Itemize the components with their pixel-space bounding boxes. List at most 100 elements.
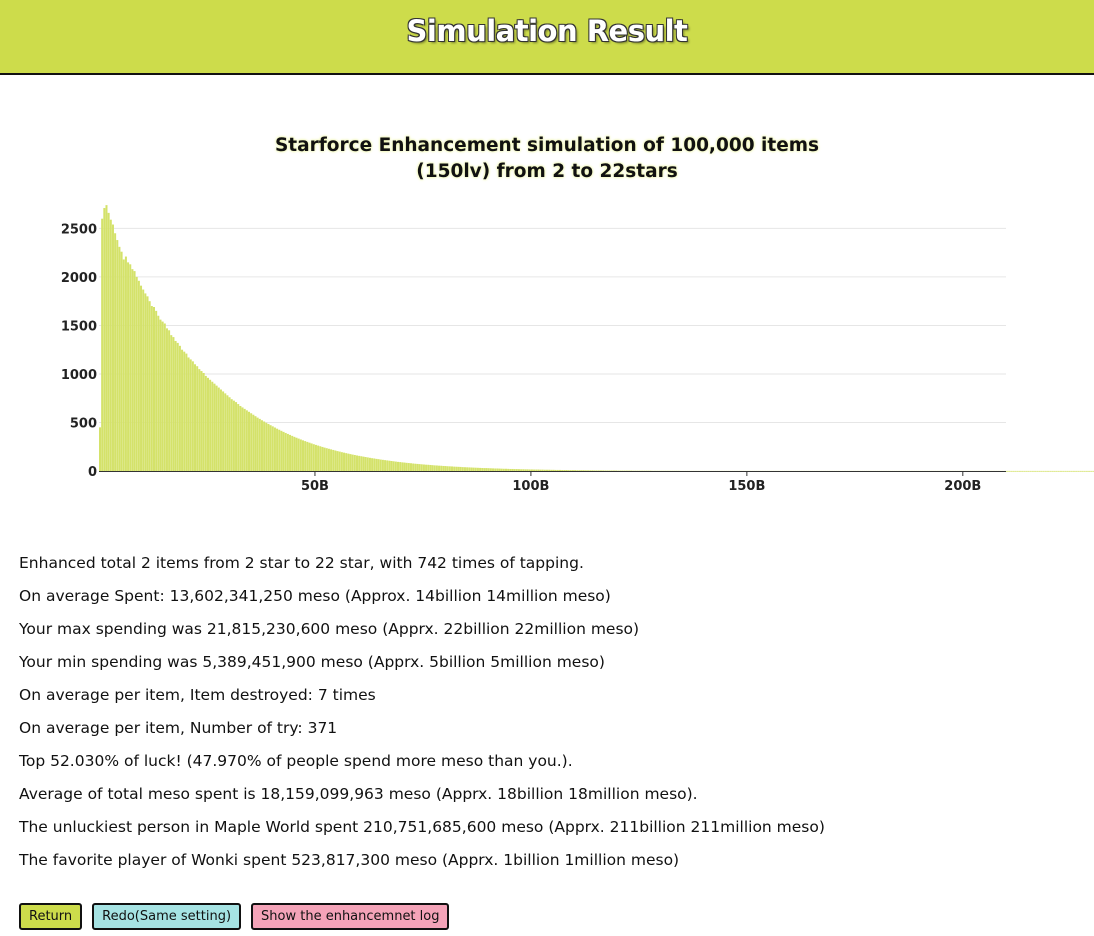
histogram-bar: [111, 224, 114, 471]
histogram-bar: [507, 468, 510, 471]
histogram-bar: [269, 425, 272, 471]
redo-button[interactable]: Redo(Same setting): [92, 903, 242, 930]
histogram-bar: [189, 359, 192, 471]
histogram-bar: [476, 467, 479, 471]
histogram-bar: [1083, 470, 1086, 472]
histogram-bar: [295, 437, 298, 471]
histogram-bar: [463, 467, 466, 471]
histogram-bar: [349, 454, 352, 471]
histogram-bar: [291, 435, 294, 471]
histogram-bar: [1085, 470, 1088, 472]
histogram-bar: [1044, 470, 1047, 472]
histogram-bar: [245, 410, 248, 471]
histogram-bar: [239, 405, 242, 471]
histogram-bar: [1055, 470, 1058, 472]
histogram-bar: [472, 467, 475, 471]
histogram-bar: [265, 422, 268, 471]
histogram-bar: [438, 465, 441, 471]
histogram-bar: [565, 470, 568, 471]
histogram-bar: [498, 468, 501, 471]
histogram-bar: [122, 259, 125, 471]
chart-title: Starforce Enhancement simulation of 100,…: [0, 133, 1094, 185]
histogram-bar: [284, 432, 287, 471]
histogram-bar: [1025, 470, 1028, 472]
histogram-bar: [243, 408, 246, 471]
histogram-bar: [608, 470, 611, 472]
histogram-bar: [152, 307, 155, 471]
x-tick-label: 200B: [944, 479, 981, 494]
histogram-bar: [1070, 470, 1073, 472]
stat-items-destroyed: On average per item, Item destroyed: 7 t…: [19, 686, 376, 704]
histogram-bar: [558, 469, 561, 471]
stat-favorite-player: The favorite player of Wonki spent 523,8…: [19, 851, 680, 869]
histogram-bar: [1006, 470, 1009, 472]
histogram-bar: [580, 470, 583, 472]
histogram-bar: [317, 445, 320, 471]
histogram-bar: [574, 470, 577, 471]
histogram-bar: [554, 469, 557, 471]
return-button[interactable]: Return: [19, 903, 83, 930]
histogram-bar: [142, 289, 145, 471]
histogram-bar: [418, 464, 421, 471]
histogram-bar: [293, 436, 296, 471]
histogram-bars: [99, 205, 1094, 472]
histogram-bar: [403, 462, 406, 471]
y-tick-label: 0: [88, 465, 97, 480]
histogram-bar: [407, 463, 410, 471]
histogram-bar: [468, 467, 471, 471]
histogram-bar: [101, 218, 104, 471]
histogram-bar: [263, 421, 266, 471]
histogram-bar: [1064, 470, 1067, 472]
histogram-bar: [1038, 470, 1041, 472]
histogram-bar: [444, 466, 447, 471]
histogram-bar: [440, 465, 443, 471]
histogram-bar: [589, 470, 592, 472]
histogram-bar: [222, 391, 225, 471]
y-tick-label: 1500: [61, 319, 97, 334]
histogram-bar: [1012, 470, 1015, 472]
histogram-bar: [1018, 470, 1021, 472]
histogram-bar: [1014, 470, 1017, 472]
histogram-bar: [237, 404, 240, 471]
histogram-bar: [466, 467, 469, 471]
show-log-button[interactable]: Show the enhancemnet log: [251, 903, 450, 930]
histogram-bar: [353, 454, 356, 471]
histogram-bar: [267, 423, 270, 471]
histogram-bar: [256, 417, 259, 471]
histogram-bar: [107, 212, 110, 472]
histogram-bar: [304, 441, 307, 471]
histogram-bar: [325, 448, 328, 471]
histogram-bar: [528, 469, 531, 471]
histogram-bar: [299, 439, 302, 471]
histogram-bar: [327, 448, 330, 471]
histogram-bar: [204, 375, 207, 471]
histogram-bar: [211, 381, 214, 471]
histogram-bar: [301, 440, 305, 471]
histogram-bar: [377, 459, 380, 471]
action-buttons: Return Redo(Same setting) Show the enhan…: [19, 903, 450, 930]
histogram-bar: [552, 469, 555, 471]
histogram-bar: [401, 462, 404, 471]
histogram-bar: [1090, 470, 1093, 472]
histogram-bar: [550, 469, 553, 471]
chart-axes: 0 500 1000 1500 2000 2500 50B 100B 150B 200B: [61, 222, 1006, 494]
histogram-bar: [455, 466, 458, 471]
histogram-bar: [230, 399, 233, 471]
histogram-bar: [224, 393, 227, 471]
histogram-bar: [1031, 470, 1034, 472]
histogram-bar: [425, 464, 428, 471]
histogram-bar: [511, 468, 514, 471]
histogram-bar: [213, 383, 216, 471]
histogram-bar: [241, 407, 244, 471]
x-tick-label: 50B: [301, 479, 329, 494]
histogram-bar: [165, 328, 168, 471]
histogram-bar: [483, 468, 486, 471]
histogram-bar: [1079, 470, 1082, 472]
histogram-bar: [397, 461, 400, 471]
histogram-bar: [394, 461, 397, 471]
histogram-bar: [150, 306, 153, 471]
histogram-bar: [582, 470, 585, 472]
histogram-bar: [355, 455, 358, 471]
histogram-bar: [1057, 470, 1060, 472]
histogram-bar: [569, 470, 572, 471]
